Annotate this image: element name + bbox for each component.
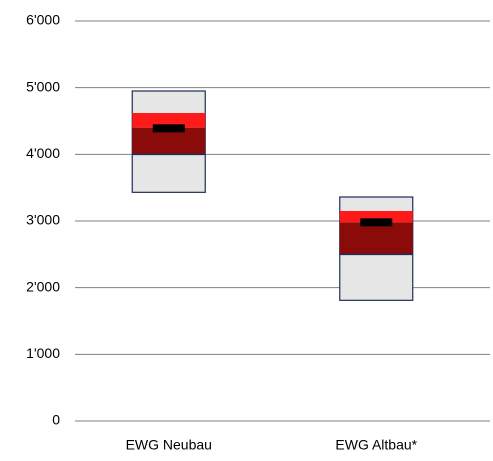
x-tick-label: EWG Neubau (126, 437, 212, 453)
y-tick-label: 6'000 (26, 12, 60, 28)
core-box (339, 222, 413, 255)
y-tick-label: 4'000 (26, 145, 60, 161)
x-tick-label: EWG Altbau* (335, 437, 417, 453)
upper-box (132, 113, 206, 128)
y-tick-label: 0 (52, 412, 60, 428)
y-tick-label: 2'000 (26, 278, 60, 294)
marker (152, 124, 185, 133)
y-tick-label: 1'000 (26, 345, 60, 361)
upper-box (339, 211, 413, 223)
y-tick-label: 3'000 (26, 212, 60, 228)
marker (360, 218, 393, 227)
y-tick-label: 5'000 (26, 78, 60, 94)
